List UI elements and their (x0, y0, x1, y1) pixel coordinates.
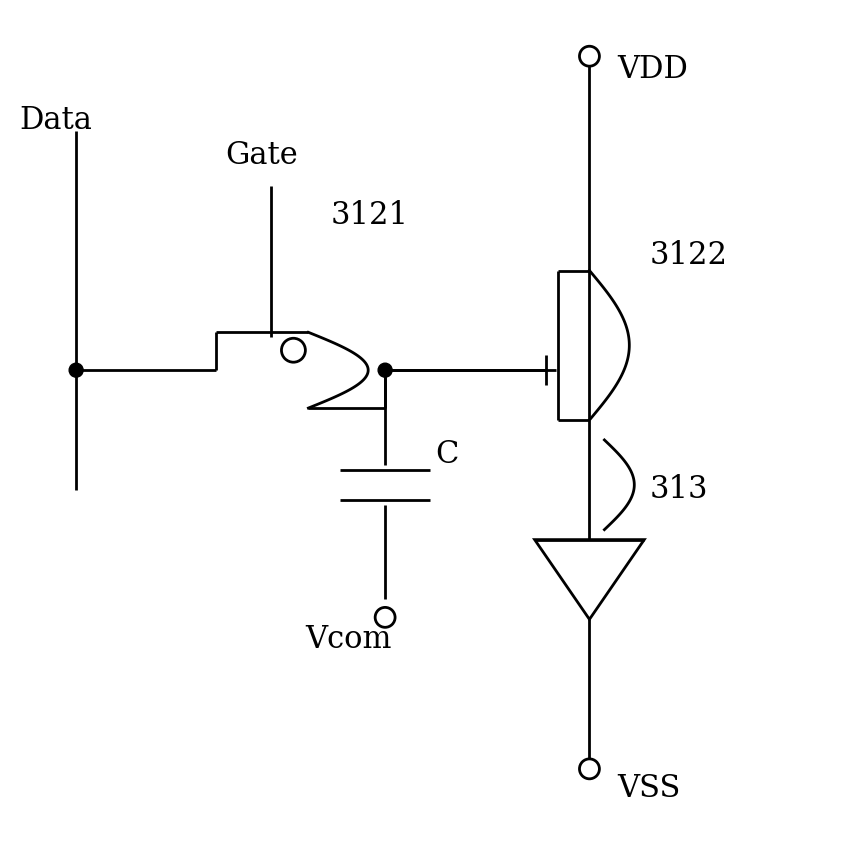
Text: Vcom: Vcom (306, 624, 392, 655)
Text: 313: 313 (649, 475, 708, 505)
Text: 3121: 3121 (330, 201, 408, 231)
Text: Data: Data (19, 106, 92, 136)
Text: VSS: VSS (617, 773, 681, 805)
Text: 3122: 3122 (649, 240, 728, 271)
Circle shape (378, 363, 392, 377)
Text: VDD: VDD (617, 53, 688, 85)
Circle shape (69, 363, 83, 377)
Text: Gate: Gate (225, 140, 299, 172)
Text: C: C (435, 439, 458, 470)
